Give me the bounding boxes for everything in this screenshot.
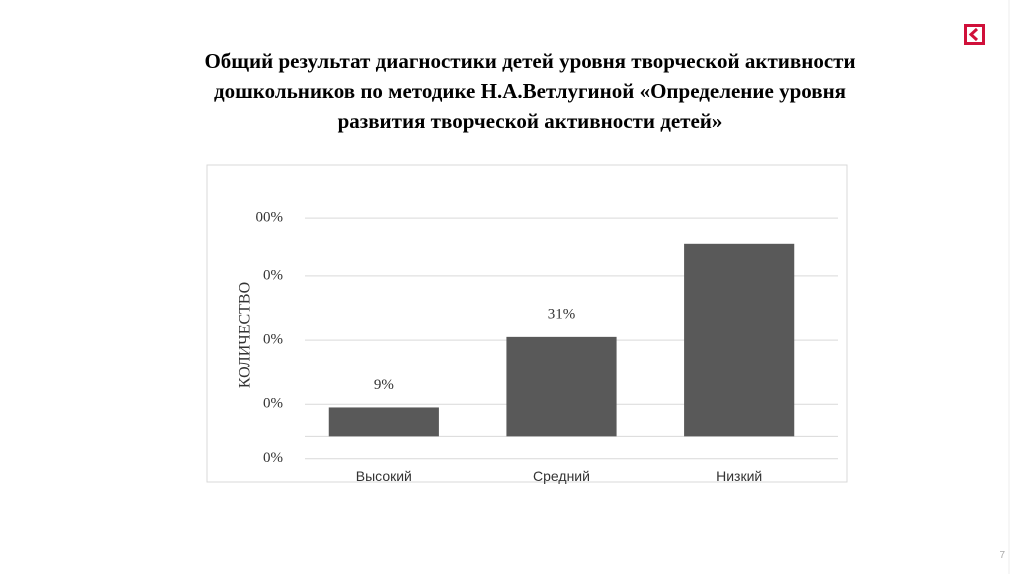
title-line: дошкольников по методике Н.А.Ветлугиной … — [214, 79, 846, 103]
y-tick-label: 0% — [263, 267, 283, 283]
x-tick-label: Высокий — [356, 468, 412, 484]
y-tick-label: 0% — [263, 450, 283, 466]
y-axis-label: КОЛИЧЕСТВО — [237, 282, 254, 388]
data-label: 9% — [374, 377, 394, 393]
x-tick-label: Низкий — [716, 468, 762, 484]
title-line: развития творческой активности детей» — [338, 109, 723, 133]
y-tick-label: 00% — [256, 210, 284, 226]
page-number: 7 — [999, 550, 1005, 561]
y-tick-label: 0% — [263, 332, 283, 348]
data-label: 31% — [548, 306, 576, 322]
nav-icon[interactable] — [964, 24, 985, 45]
title-line: Общий результат диагностики детей уровня… — [204, 49, 855, 73]
y-tick-label: 0% — [263, 396, 283, 412]
bar — [328, 407, 439, 437]
bar — [506, 336, 617, 437]
bar — [684, 243, 795, 437]
chart-frame — [206, 164, 848, 483]
x-tick-label: Средний — [533, 468, 590, 484]
